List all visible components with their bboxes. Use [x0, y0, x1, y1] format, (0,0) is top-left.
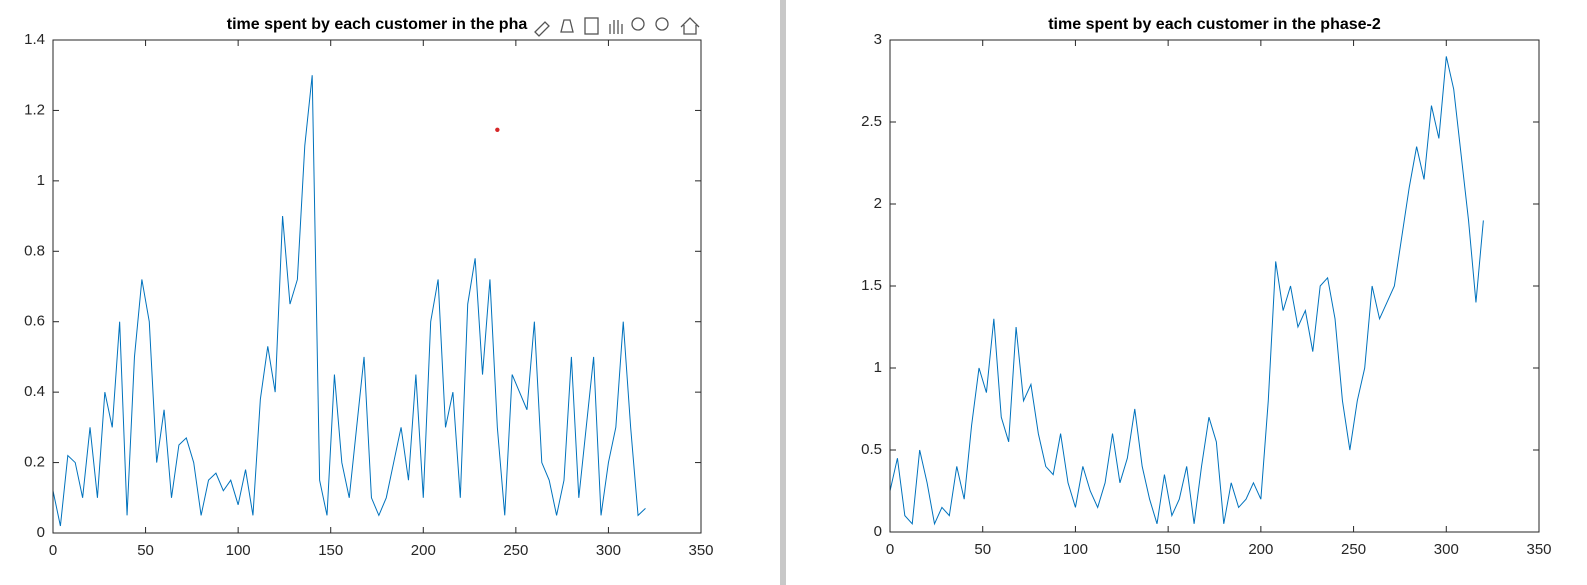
legend-icon[interactable] — [584, 17, 599, 35]
y-tick-label: 0.6 — [24, 313, 45, 330]
pan-icon[interactable] — [609, 20, 623, 34]
marker-point — [495, 127, 500, 132]
x-tick-label: 0 — [49, 542, 57, 559]
x-tick-label: 50 — [137, 542, 154, 559]
x-tick-label: 350 — [1526, 541, 1551, 558]
data-line — [889, 56, 1484, 526]
y-tick-label: 0.5 — [861, 441, 882, 458]
y-tick-label: 2.5 — [861, 113, 882, 130]
y-tick-label: 2 — [874, 195, 882, 212]
x-tick-label: 300 — [1434, 541, 1459, 558]
y-tick-label: 1.5 — [861, 277, 882, 294]
zoom-in-icon[interactable] — [631, 17, 645, 31]
y-tick-label: 0.2 — [24, 454, 45, 471]
y-tick-label: 1.4 — [24, 31, 45, 48]
plot-area — [890, 40, 1539, 532]
x-tick-label: 100 — [1063, 541, 1088, 558]
x-tick-label: 150 — [318, 542, 343, 559]
y-tick-label: 0 — [874, 523, 882, 540]
x-tick-label: 300 — [596, 542, 621, 559]
axes-box — [52, 39, 702, 534]
y-tick-label: 0.4 — [24, 383, 45, 400]
axes-box — [889, 39, 1540, 533]
chart-title: time spent by each customer in the phase… — [1048, 16, 1381, 33]
x-tick-label: 100 — [226, 542, 251, 559]
y-tick-label: 0 — [37, 524, 45, 541]
divider — [780, 0, 786, 585]
x-tick-label: 350 — [688, 542, 713, 559]
x-tick-label: 200 — [1248, 541, 1273, 558]
y-tick-label: 1 — [874, 359, 882, 376]
y-tick-label: 3 — [874, 31, 882, 48]
x-tick-label: 150 — [1156, 541, 1181, 558]
datatip-icon[interactable] — [560, 19, 574, 33]
chart-title: time spent by each customer in the pha — [227, 16, 528, 33]
axes-toolbar[interactable] — [534, 17, 700, 37]
plot-area — [53, 40, 701, 533]
x-tick-label: 250 — [503, 542, 528, 559]
x-tick-label: 50 — [974, 541, 991, 558]
data-line — [52, 75, 646, 527]
y-tick-label: 1.2 — [24, 101, 45, 118]
x-tick-label: 200 — [411, 542, 436, 559]
x-tick-label: 0 — [886, 541, 894, 558]
zoom-out-icon[interactable] — [655, 17, 669, 31]
brush-icon[interactable] — [534, 21, 550, 37]
x-tick-label: 250 — [1341, 541, 1366, 558]
y-tick-label: 0.8 — [24, 242, 45, 259]
home-icon[interactable] — [680, 17, 700, 35]
y-tick-label: 1 — [37, 172, 45, 189]
